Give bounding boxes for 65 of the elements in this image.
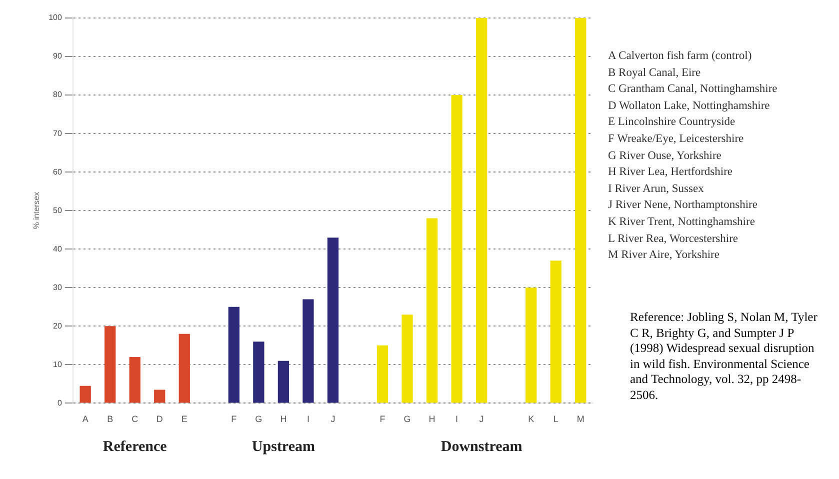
y-tick-label: 0 bbox=[57, 398, 62, 408]
text: I River Arun, Sussex bbox=[608, 182, 705, 197]
text: F Wreake/Eye, Leicestershire bbox=[608, 132, 745, 147]
text: D Wollaton Lake, Nottinghamshire bbox=[608, 98, 771, 114]
bar bbox=[451, 95, 462, 403]
y-tick-label: 100 bbox=[48, 13, 62, 22]
bar bbox=[526, 288, 537, 403]
bar bbox=[278, 360, 290, 403]
text: A Calverton fish farm (control) bbox=[608, 49, 753, 64]
y-tick-label: 90 bbox=[53, 52, 62, 61]
bar bbox=[426, 218, 438, 403]
x-tick-label: C bbox=[132, 414, 139, 424]
x-tick-label: B bbox=[107, 414, 114, 424]
x-tick-label: I bbox=[306, 414, 310, 424]
x-tick-label: H bbox=[428, 414, 436, 424]
bar bbox=[129, 356, 140, 403]
bar bbox=[104, 326, 116, 403]
x-tick-label: J bbox=[479, 414, 484, 424]
y-tick-label: 30 bbox=[53, 282, 62, 292]
bar bbox=[402, 314, 413, 403]
text: B Royal Canal, Eire bbox=[608, 66, 702, 81]
y-tick-label: 40 bbox=[53, 244, 62, 254]
y-tick-label: 50 bbox=[53, 206, 62, 215]
y-tick-label: 10 bbox=[53, 360, 62, 369]
x-tick-label: D bbox=[156, 414, 164, 424]
bar bbox=[575, 18, 586, 403]
bar bbox=[154, 390, 166, 403]
y-tick-label: 80 bbox=[53, 90, 62, 100]
bar bbox=[476, 18, 488, 403]
bar bbox=[327, 238, 339, 403]
y-axis-title: % intersex bbox=[32, 192, 42, 230]
text: G River Ouse, Yorkshire bbox=[608, 148, 722, 164]
bar bbox=[253, 342, 264, 403]
text: Reference bbox=[102, 439, 168, 456]
bar bbox=[228, 306, 240, 403]
x-tick-label: H bbox=[280, 414, 287, 424]
x-tick-label: J bbox=[330, 414, 336, 424]
x-tick-label: L bbox=[553, 414, 558, 424]
x-tick-label: F bbox=[231, 414, 238, 424]
bar bbox=[178, 334, 190, 403]
bar bbox=[302, 299, 314, 403]
text: C Grantham Canal, Nottinghamshire bbox=[608, 82, 778, 98]
text: K River Trent, Nottinghamshire bbox=[608, 214, 756, 230]
x-tick-label: I bbox=[456, 414, 458, 424]
text: Downstream bbox=[440, 439, 523, 456]
x-tick-label: A bbox=[82, 414, 88, 424]
text: Upstream bbox=[252, 439, 316, 456]
bar bbox=[376, 345, 388, 403]
y-tick-label: 70 bbox=[53, 128, 62, 138]
x-tick-label: M bbox=[576, 414, 584, 424]
x-tick-label: K bbox=[528, 414, 534, 424]
y-tick-label: 20 bbox=[53, 321, 62, 330]
x-tick-label: F bbox=[380, 414, 386, 424]
text: M River Aire, Yorkshire bbox=[608, 248, 720, 264]
x-tick-label: G bbox=[404, 414, 411, 424]
x-tick-label: E bbox=[181, 414, 188, 424]
bar bbox=[550, 260, 562, 403]
y-tick-label: 60 bbox=[53, 167, 62, 176]
text: Reference: Jobling S, Nolan M, Tyler C R, Brighty G, and Sumpter J P (1998) Widespread sexual disruption in wild fish. Environmental Science and Technology, vol. 32, pp 2498-2506. bbox=[630, 310, 818, 403]
text: H River Lea, Hertfordshire bbox=[608, 165, 734, 180]
text: E Lincolnshire Countryside bbox=[608, 115, 736, 130]
text: J River Nene, Northamptonshire bbox=[608, 198, 758, 214]
bar bbox=[80, 386, 91, 403]
text: L River Rea, Worcestershire bbox=[608, 232, 739, 247]
x-tick-label: G bbox=[255, 414, 262, 424]
